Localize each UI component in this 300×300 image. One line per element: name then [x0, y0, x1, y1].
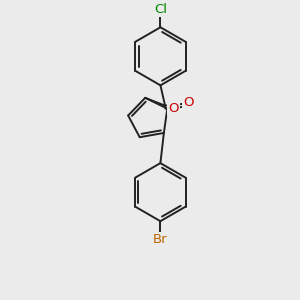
- Text: Cl: Cl: [154, 3, 167, 16]
- Text: O: O: [183, 96, 194, 109]
- Text: Br: Br: [153, 233, 168, 246]
- Text: O: O: [168, 101, 179, 115]
